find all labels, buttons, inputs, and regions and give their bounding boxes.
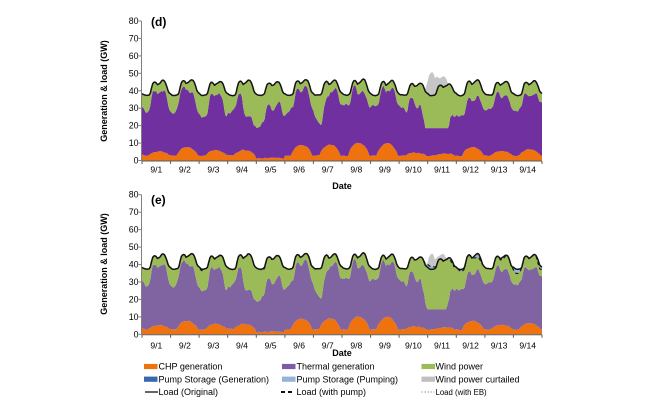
svg-text:9/8: 9/8 (350, 165, 362, 175)
svg-text:40: 40 (129, 86, 139, 96)
svg-text:9/4: 9/4 (236, 165, 248, 175)
svg-text:9/10: 9/10 (405, 341, 422, 351)
svg-text:30: 30 (129, 277, 139, 287)
svg-text:Date: Date (332, 181, 352, 191)
svg-text:9/13: 9/13 (491, 165, 508, 175)
svg-text:Load (Original): Load (Original) (159, 387, 219, 397)
svg-text:Date: Date (332, 348, 352, 358)
svg-text:9/1: 9/1 (150, 341, 162, 351)
svg-text:9/11: 9/11 (434, 341, 450, 351)
svg-text:50: 50 (129, 242, 139, 252)
svg-text:9/3: 9/3 (207, 341, 219, 351)
svg-text:9/6: 9/6 (293, 341, 305, 351)
svg-text:9/3: 9/3 (207, 165, 219, 175)
svg-text:10: 10 (129, 312, 139, 322)
svg-text:80: 80 (129, 190, 139, 200)
svg-text:70: 70 (129, 207, 139, 217)
svg-text:9/7: 9/7 (322, 341, 334, 351)
svg-text:9/5: 9/5 (265, 165, 277, 175)
svg-text:9/6: 9/6 (293, 165, 305, 175)
svg-text:9/14: 9/14 (519, 341, 536, 351)
svg-text:(e): (e) (151, 193, 166, 207)
svg-text:50: 50 (129, 68, 139, 78)
svg-text:9/12: 9/12 (462, 165, 479, 175)
svg-text:9/9: 9/9 (379, 341, 391, 351)
svg-text:9/13: 9/13 (491, 341, 508, 351)
svg-text:9/4: 9/4 (236, 341, 248, 351)
svg-text:Pump Storage (Pumping): Pump Storage (Pumping) (297, 374, 399, 384)
svg-text:9/5: 9/5 (265, 341, 277, 351)
svg-text:Load (with EB): Load (with EB) (436, 388, 488, 397)
svg-text:Wind power curtailed: Wind power curtailed (436, 374, 520, 384)
svg-text:9/10: 9/10 (405, 165, 422, 175)
svg-text:9/8: 9/8 (350, 341, 362, 351)
svg-text:0: 0 (134, 329, 139, 339)
svg-text:(d): (d) (151, 15, 166, 29)
svg-text:Pump Storage (Generation): Pump Storage (Generation) (159, 374, 270, 384)
svg-text:10: 10 (129, 138, 139, 148)
svg-text:9/2: 9/2 (179, 165, 191, 175)
svg-text:30: 30 (129, 103, 139, 113)
svg-text:60: 60 (129, 225, 139, 235)
svg-text:CHP generation: CHP generation (159, 362, 223, 372)
svg-text:Load (with pump): Load (with pump) (297, 387, 367, 397)
svg-text:9/12: 9/12 (462, 341, 479, 351)
svg-text:Generation & load (GW): Generation & load (GW) (99, 213, 109, 315)
svg-text:40: 40 (129, 260, 139, 270)
svg-text:80: 80 (129, 16, 139, 26)
svg-text:9/9: 9/9 (379, 165, 391, 175)
svg-text:70: 70 (129, 33, 139, 43)
svg-text:9/11: 9/11 (434, 165, 450, 175)
svg-text:9/1: 9/1 (150, 165, 162, 175)
svg-text:60: 60 (129, 51, 139, 61)
svg-text:0: 0 (134, 156, 139, 166)
svg-text:9/14: 9/14 (519, 165, 536, 175)
svg-text:9/7: 9/7 (322, 165, 334, 175)
svg-text:20: 20 (129, 121, 139, 131)
svg-text:Generation & load (GW): Generation & load (GW) (99, 40, 109, 142)
svg-text:9/2: 9/2 (179, 341, 191, 351)
svg-text:20: 20 (129, 294, 139, 304)
svg-text:Wind power: Wind power (436, 362, 484, 372)
svg-text:Thermal generation: Thermal generation (297, 362, 375, 372)
